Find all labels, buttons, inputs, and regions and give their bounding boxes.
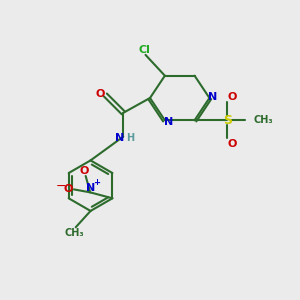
Text: −: − bbox=[56, 180, 67, 193]
Text: CH₃: CH₃ bbox=[64, 228, 84, 238]
Text: N: N bbox=[85, 183, 95, 193]
Text: N: N bbox=[164, 117, 173, 127]
Text: O: O bbox=[64, 184, 73, 194]
Text: N: N bbox=[115, 133, 124, 143]
Text: Cl: Cl bbox=[138, 44, 150, 55]
Text: S: S bbox=[223, 114, 232, 127]
Text: H: H bbox=[126, 133, 134, 143]
Text: CH₃: CH₃ bbox=[253, 115, 273, 125]
Text: O: O bbox=[227, 139, 236, 149]
Text: N: N bbox=[208, 92, 217, 101]
Text: O: O bbox=[80, 166, 89, 176]
Text: O: O bbox=[95, 89, 105, 99]
Text: +: + bbox=[93, 178, 100, 187]
Text: O: O bbox=[227, 92, 236, 101]
